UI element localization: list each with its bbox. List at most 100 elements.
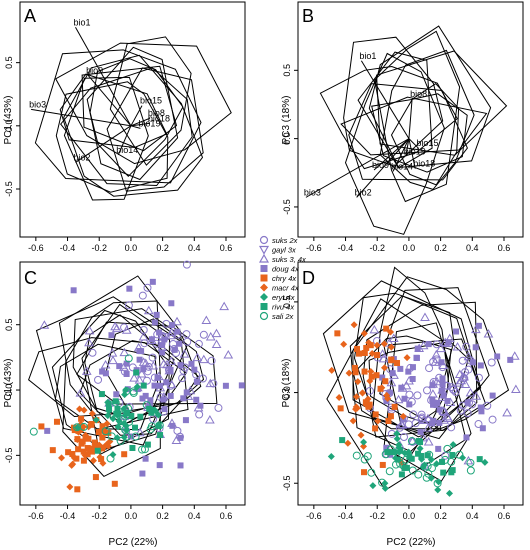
panel-c-point-orange — [89, 457, 97, 465]
panel-c-point-purple — [166, 379, 177, 389]
ticks-layer: -0.6 -0.4 -0.2 0.0 0.2 0.4 0.6 -0.5 0.0 0.5 -0.6 -0… — [4, 56, 510, 521]
panel-d-point-purple — [445, 339, 452, 346]
panel-d-point-orange — [337, 405, 344, 412]
panel-d-point-orange — [377, 385, 384, 392]
panel-d-point-green — [424, 469, 433, 478]
panel-d-point-green — [459, 454, 467, 462]
panel-c-point-green — [114, 405, 121, 412]
panel-c-point-purple — [155, 382, 166, 392]
panel-d-point-purple — [405, 368, 412, 375]
panel-c-point-purple — [178, 374, 187, 383]
panel-d-point-orange — [373, 352, 380, 359]
panel-d-point-orange — [391, 403, 398, 410]
panel-d-point-orange — [356, 350, 363, 357]
panel-c-point-purple — [99, 368, 106, 375]
panel-d-point-green — [419, 463, 427, 471]
panel-c-point-purple — [166, 356, 177, 365]
panel-c-point-green — [138, 445, 147, 454]
panel-c-point-orange — [84, 444, 91, 451]
panel-b-hull — [374, 30, 461, 203]
panel-a-loading-arrow — [31, 108, 131, 127]
panel-c-point-purple — [157, 342, 168, 351]
panel-c-point-orange — [99, 459, 107, 467]
panel-d-ytick-label: -0.5 — [282, 475, 292, 491]
panel-d-point-green — [339, 437, 346, 444]
panel-c-point-orange — [78, 415, 85, 422]
panel-b-ytick-label: 0.5 — [282, 64, 292, 77]
panel-d-point-green — [398, 471, 405, 478]
panel-c-point-orange — [91, 439, 98, 446]
panel-b-ytick-label: -0.5 — [282, 199, 292, 215]
panel-d-point-orange — [340, 340, 348, 348]
panel-c-point-purple — [167, 392, 174, 399]
panel-c-point-purple — [182, 417, 189, 424]
panel-c-point-purple — [165, 330, 176, 340]
panel-b-loading-label: bio3 — [304, 187, 321, 197]
panel-c-point-purple — [126, 285, 133, 292]
panel-d-point-purple — [507, 356, 514, 363]
panel-b-loading-label: bio8 — [410, 89, 427, 99]
panel-c-point-purple — [219, 301, 230, 311]
panel-b-loading-label: bio18 — [413, 159, 435, 169]
panel-c-point-purple — [172, 349, 181, 358]
panel-d-point-purple — [411, 419, 420, 428]
panel-c-point-purple — [195, 410, 204, 419]
panel-a-xtick-label: -0.4 — [60, 243, 76, 253]
panel-c-point-purple — [207, 356, 216, 365]
panel-b-hull — [319, 65, 458, 170]
panel-c-point-purple — [159, 349, 166, 356]
panel-d-point-purple — [420, 312, 430, 322]
panel-a-loading-arrow — [75, 125, 132, 163]
panel-c-point-green — [109, 415, 117, 423]
panel-d-point-green — [466, 466, 475, 475]
panel-d-point-purple — [414, 345, 421, 352]
legend-marker-diamond-filled — [260, 293, 268, 301]
panel-d-point-purple — [483, 328, 494, 338]
panel-d-point-orange — [354, 378, 362, 386]
panel-d-point-green — [392, 454, 400, 462]
legend-label: chry 4x — [272, 274, 296, 283]
panel-c-xtick-label: 0.2 — [156, 511, 169, 521]
panel-a-xtick-label: 0.2 — [156, 243, 169, 253]
panel-d-point-green — [393, 430, 401, 438]
legend-marker-square-filled — [260, 303, 268, 310]
panel-d-point-green — [395, 441, 403, 449]
panel-c-point-purple — [171, 435, 182, 445]
panel-a-loading-label: bio1 — [73, 17, 90, 27]
panel-c-point-orange — [80, 457, 87, 464]
panel-c-point-purple — [177, 434, 184, 441]
panel-c-point-green — [104, 412, 112, 420]
panel-d-point-purple — [401, 380, 412, 390]
panel-d-point-purple — [413, 354, 420, 361]
panel-d-point-green — [415, 450, 422, 457]
panel-d-point-green — [394, 456, 401, 463]
panel-a-xtick-label: 0.6 — [220, 243, 233, 253]
panel-c-point-orange — [121, 451, 128, 458]
panel-d-point-orange — [384, 394, 392, 402]
panel-c-point-green — [146, 405, 153, 412]
panel-d-point-purple — [365, 386, 374, 395]
panel-d-point-green — [447, 457, 456, 466]
panel-d-point-purple — [494, 353, 501, 360]
panel-b-loading-label: bio15 — [416, 138, 438, 148]
panel-d-point-purple — [429, 396, 436, 403]
panel-d-point-purple — [509, 351, 520, 360]
panel-c-point-purple — [185, 385, 196, 395]
panel-a-loading-label: bio14 — [116, 145, 138, 155]
panel-d-point-green — [427, 464, 436, 473]
panel-d-point-purple — [460, 374, 469, 383]
panel-a-loading-arrow — [87, 74, 132, 127]
panel-d-box — [297, 261, 524, 506]
panel-d-point-green — [381, 479, 389, 487]
panel-c-point-purple — [102, 370, 109, 377]
panel-a-loading-arrow — [130, 122, 150, 127]
panel-d-point-purple — [438, 387, 445, 394]
panel-d-point-green — [393, 435, 401, 443]
panel-a-hull — [55, 42, 232, 165]
panel-d-point-purple — [447, 383, 456, 392]
legend-marker-square-filled — [260, 265, 268, 272]
panel-b-hull — [348, 83, 468, 181]
panel-c-point-green — [101, 427, 110, 436]
panel-c-ytick-label: -0.5 — [4, 448, 14, 464]
